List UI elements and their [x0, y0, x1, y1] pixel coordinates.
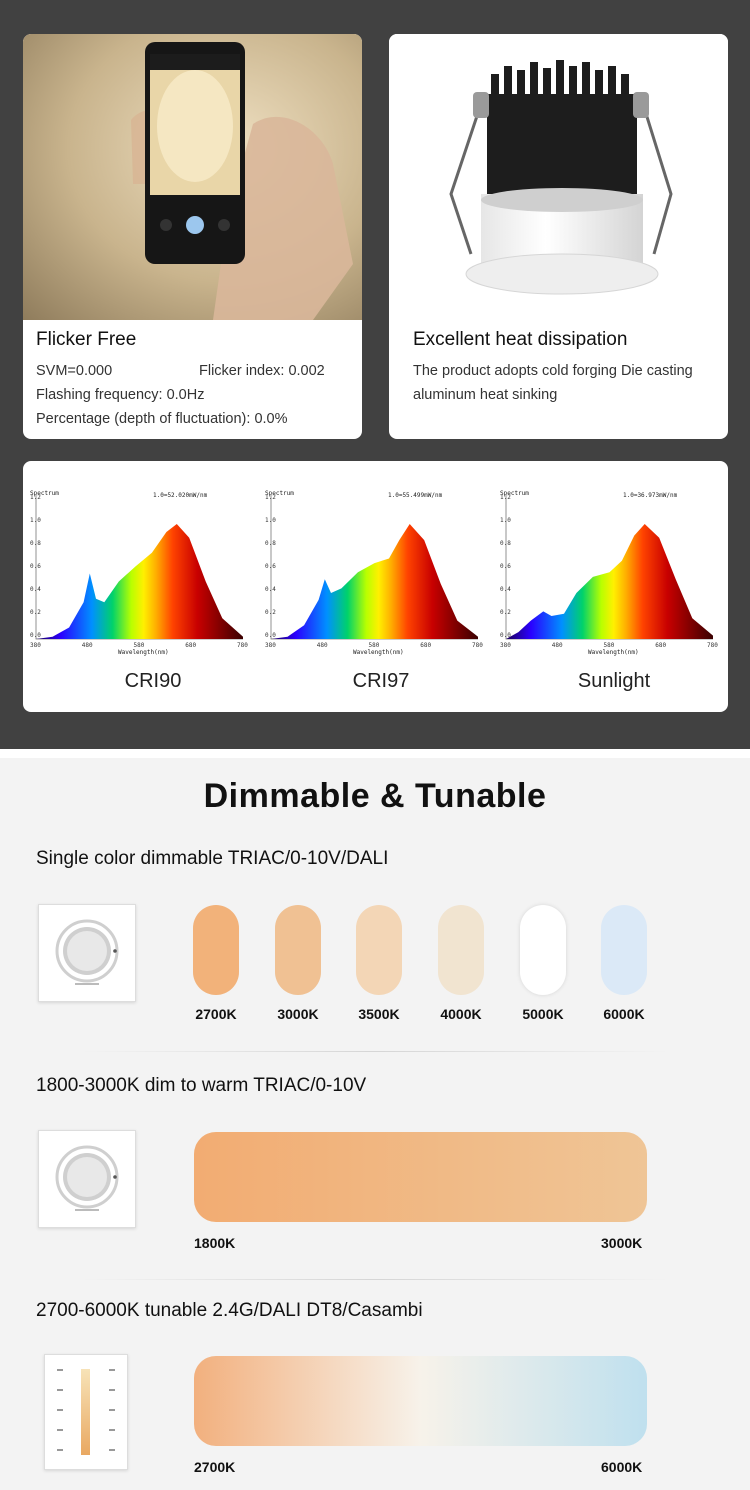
spectrum-x-label: Wavelength(nm) — [588, 649, 639, 656]
spectrum-x-tick: 580 — [604, 642, 615, 649]
spectrum-y-tick: 0.6 — [500, 563, 511, 570]
spectrum-x-tick: 380 — [265, 642, 276, 649]
color-temp-label: 4000K — [440, 1006, 482, 1022]
spectrum-y-tick: 0.4 — [265, 586, 276, 593]
divider-1 — [80, 1051, 670, 1052]
tunable-title: 2700-6000K tunable 2.4G/DALI DT8/Casambi — [36, 1300, 423, 1321]
tunable-end: 6000K — [601, 1459, 643, 1475]
downlight-product-photo — [389, 34, 728, 320]
dim-to-warm-start: 1800K — [194, 1235, 236, 1251]
spectrum-y-tick: 0.4 — [500, 586, 511, 593]
svm-value: SVM=0.000 — [36, 363, 113, 379]
spectrum-x-tick: 680 — [185, 642, 196, 649]
spectrum-chart-cri97: 1.2 1.0 0.8 0.6 0.4 0.2 0.0 380 480 580 680 780 Spec… — [265, 490, 483, 656]
spectrum-y-tick: 1.0 — [500, 517, 511, 524]
color-temp-label: 3000K — [277, 1006, 319, 1022]
section-divider — [0, 749, 750, 758]
dimmable-tunable-heading: Dimmable & Tunable — [203, 777, 547, 815]
fluctuation-percentage-value: Percentage (depth of fluctuation): 0.0% — [36, 411, 288, 427]
spectrum-y-tick: 0.6 — [265, 563, 276, 570]
spectrum-y-tick: 0.0 — [265, 632, 276, 639]
color-swatch-3500k — [356, 905, 402, 995]
color-temp-label: 6000K — [603, 1006, 645, 1022]
heat-dissipation-card: Excellent heat dissipation The product a… — [389, 34, 728, 439]
spectrum-header-label: Spectrum — [500, 490, 529, 497]
spectrum-x-tick: 780 — [237, 642, 248, 649]
spectrum-y-tick: 0.8 — [30, 540, 41, 547]
spectrum-y-tick: 0.4 — [30, 586, 41, 593]
dim-to-warm-gradient-bar — [194, 1132, 647, 1222]
spectrum-y-tick: 0.2 — [500, 609, 511, 616]
spectrum-y-tick: 1.0 — [30, 517, 41, 524]
spectrum-x-tick: 380 — [30, 642, 41, 649]
spectrum-y-tick: 0.0 — [30, 632, 41, 639]
dim-to-warm-title: 1800-3000K dim to warm TRIAC/0-10V — [36, 1075, 367, 1096]
color-swatch-2700k — [193, 905, 239, 995]
tunable-gradient-bar — [194, 1356, 647, 1446]
spectrum-curve — [506, 524, 713, 639]
spectrum-y-tick: 0.8 — [500, 540, 511, 547]
spectrum-x-tick: 480 — [317, 642, 328, 649]
heat-dissipation-line2: aluminum heat sinking — [413, 387, 558, 403]
color-temp-label: 3500K — [358, 1006, 400, 1022]
spectrum-x-tick: 680 — [655, 642, 666, 649]
spectrum-x-tick: 580 — [369, 642, 380, 649]
flashing-frequency-value: Flashing frequency: 0.0Hz — [36, 387, 205, 403]
heat-dissipation-line1: The product adopts cold forging Die cast… — [413, 363, 693, 379]
spectrum-peak-note: 1.0=36.973mW/nm — [623, 492, 678, 499]
color-swatch-3000k — [275, 905, 321, 995]
color-temp-label: 5000K — [522, 1006, 564, 1022]
heat-dissipation-title: Excellent heat dissipation — [413, 329, 628, 350]
rotary-dimmer-image — [38, 904, 136, 1002]
flicker-free-title: Flicker Free — [36, 329, 137, 350]
touch-panel-image — [44, 1354, 128, 1470]
cri97-label: CRI97 — [352, 670, 410, 692]
spectrum-chart-sunlight: 1.2 1.0 0.8 0.6 0.4 0.2 0.0 380 480 580 680 780 Spec… — [500, 490, 718, 656]
color-swatch-4000k — [438, 905, 484, 995]
color-swatch-6000k — [601, 905, 647, 995]
spectrum-y-tick: 0.0 — [500, 632, 511, 639]
spectrum-x-tick: 480 — [82, 642, 93, 649]
flicker-free-card: Flicker Free SVM=0.000 Flicker index: 0.… — [23, 34, 362, 439]
spectrum-x-tick: 380 — [500, 642, 511, 649]
spectrum-x-tick: 780 — [707, 642, 718, 649]
spectrum-x-tick: 480 — [552, 642, 563, 649]
single-color-title: Single color dimmable TRIAC/0-10V/DALI — [36, 848, 389, 869]
color-swatch-5000k — [520, 905, 566, 995]
rotary-dimmer-image — [38, 1130, 136, 1228]
spectrum-peak-note: 1.0=52.020mW/nm — [153, 492, 208, 499]
spectrum-y-tick: 1.2 — [30, 494, 41, 501]
spectrum-header-label: Spectrum — [265, 490, 294, 497]
cri90-label: CRI90 — [124, 670, 182, 692]
spectrum-curve — [36, 524, 243, 639]
spectrum-y-tick: 0.2 — [265, 609, 276, 616]
spectrum-card: 1.2 1.0 0.8 0.6 0.4 0.2 0.0 380 480 580 680 780 Spec… — [23, 461, 728, 712]
spectrum-y-tick: 0.2 — [30, 609, 41, 616]
spectrum-y-tick: 1.2 — [500, 494, 511, 501]
spectrum-x-tick: 580 — [134, 642, 145, 649]
spectrum-chart-cri90: 1.2 1.0 0.8 0.6 0.4 0.2 0.0 380 480 580 680 780 Spec… — [30, 490, 248, 656]
spectrum-x-tick: 680 — [420, 642, 431, 649]
spectrum-y-tick: 0.8 — [265, 540, 276, 547]
divider-2 — [80, 1279, 670, 1280]
spectrum-y-tick: 1.2 — [265, 494, 276, 501]
dim-to-warm-end: 3000K — [601, 1235, 643, 1251]
tunable-start: 2700K — [194, 1459, 236, 1475]
sunlight-label: Sunlight — [577, 670, 651, 692]
phone-camera-photo — [23, 34, 362, 320]
spectrum-y-tick: 1.0 — [265, 517, 276, 524]
color-temp-label: 2700K — [195, 1006, 237, 1022]
spectrum-x-tick: 780 — [472, 642, 483, 649]
spectrum-x-label: Wavelength(nm) — [118, 649, 169, 656]
spectrum-peak-note: 1.0=55.499mW/nm — [388, 492, 443, 499]
spectrum-y-tick: 0.6 — [30, 563, 41, 570]
spectrum-charts: 1.2 1.0 0.8 0.6 0.4 0.2 0.0 380 480 580 680 780 Spec… — [30, 490, 718, 656]
flicker-index-value: Flicker index: 0.002 — [199, 363, 325, 379]
spectrum-header-label: Spectrum — [30, 490, 59, 497]
spectrum-curve — [271, 524, 478, 639]
spectrum-x-label: Wavelength(nm) — [353, 649, 404, 656]
